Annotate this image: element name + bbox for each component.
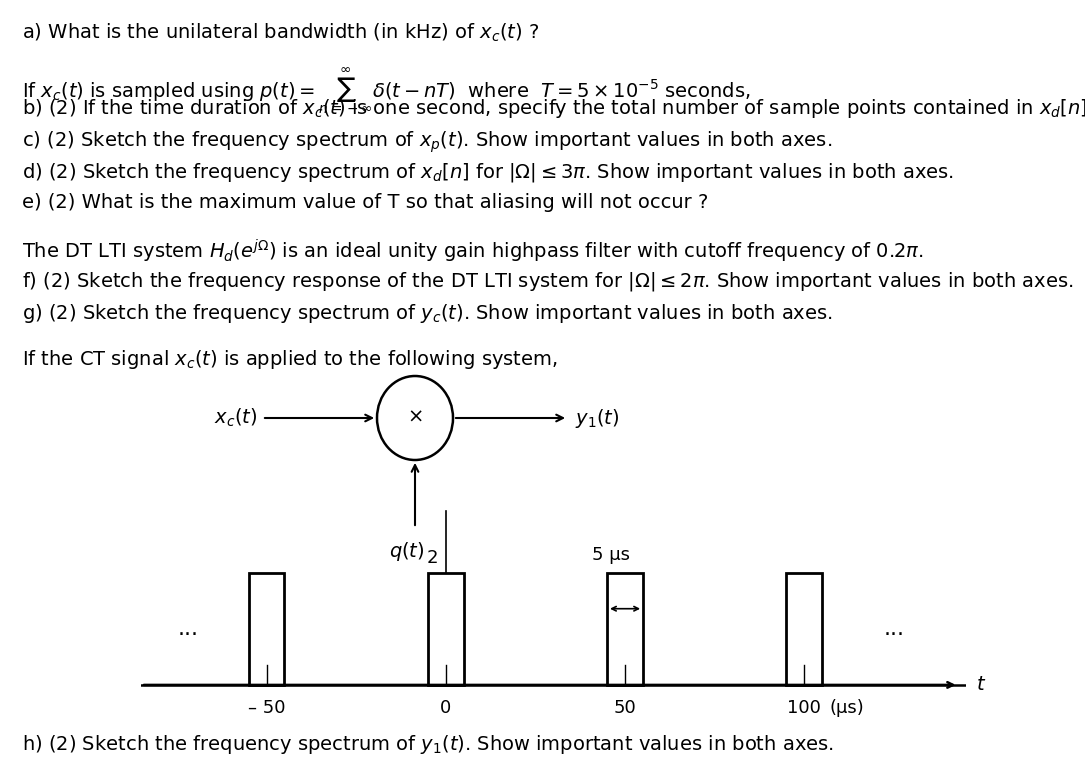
Text: 5 μs: 5 μs bbox=[591, 546, 629, 564]
Text: 2: 2 bbox=[427, 549, 438, 567]
Text: If the CT signal $x_c(t)$ is applied to the following system,: If the CT signal $x_c(t)$ is applied to … bbox=[22, 348, 558, 371]
Text: ...: ... bbox=[177, 619, 199, 639]
Text: 0: 0 bbox=[441, 700, 451, 717]
Bar bbox=[608, 573, 643, 685]
Text: (μs): (μs) bbox=[830, 700, 865, 717]
Text: – 50: – 50 bbox=[247, 700, 285, 717]
Text: $y_1(t)$: $y_1(t)$ bbox=[575, 407, 620, 430]
Text: f) (2) Sketch the frequency response of the DT LTI system for $|\Omega| \leq 2\p: f) (2) Sketch the frequency response of … bbox=[22, 270, 1073, 293]
Text: $t$: $t$ bbox=[976, 675, 986, 694]
Text: $x_c(t)$: $x_c(t)$ bbox=[214, 407, 257, 429]
Text: c) (2) Sketch the frequency spectrum of $x_p(t)$. Show important values in both : c) (2) Sketch the frequency spectrum of … bbox=[22, 129, 832, 154]
Text: If $x_c(t)$ is sampled using $p(t) = \sum_{n=-\infty}^{\infty} \delta(t - nT)$  : If $x_c(t)$ is sampled using $p(t) = \su… bbox=[22, 65, 751, 116]
Bar bbox=[427, 573, 463, 685]
Text: $\times$: $\times$ bbox=[407, 407, 423, 426]
Text: d) (2) Sketch the frequency spectrum of $x_d[n]$ for $|\Omega| \leq 3\pi$. Show : d) (2) Sketch the frequency spectrum of … bbox=[22, 161, 954, 184]
Text: a) What is the unilateral bandwidth (in kHz) of $x_c(t)$ ?: a) What is the unilateral bandwidth (in … bbox=[22, 22, 539, 44]
Text: b) (2) If the time duration of $x_c(t)$ is one second, specify the total number : b) (2) If the time duration of $x_c(t)$ … bbox=[22, 97, 1085, 120]
Bar bbox=[787, 573, 822, 685]
Text: h) (2) Sketch the frequency spectrum of $y_1(t)$. Show important values in both : h) (2) Sketch the frequency spectrum of … bbox=[22, 733, 834, 756]
Text: 100: 100 bbox=[788, 700, 821, 717]
Text: ...: ... bbox=[883, 619, 905, 639]
Text: e) (2) What is the maximum value of T so that aliasing will not occur ?: e) (2) What is the maximum value of T so… bbox=[22, 193, 709, 212]
Text: $q(t)$: $q(t)$ bbox=[390, 540, 425, 563]
Text: g) (2) Sketch the frequency spectrum of $y_c(t)$. Show important values in both : g) (2) Sketch the frequency spectrum of … bbox=[22, 302, 833, 325]
Text: The DT LTI system $H_d\left(e^{j\Omega}\right)$ is an ideal unity gain highpass : The DT LTI system $H_d\left(e^{j\Omega}\… bbox=[22, 238, 923, 266]
Text: 50: 50 bbox=[614, 700, 637, 717]
Bar bbox=[248, 573, 284, 685]
